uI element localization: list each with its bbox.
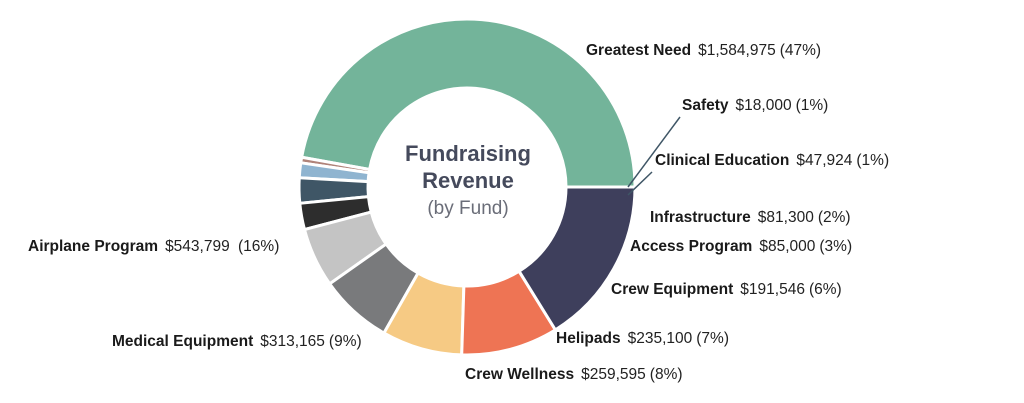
donut-slices bbox=[297, 17, 637, 357]
label-percent: (47%) bbox=[779, 42, 822, 59]
label-percent: (9%) bbox=[328, 333, 362, 350]
label-name: Medical Equipment bbox=[112, 333, 254, 350]
label-medical-equipment: Medical Equipment $313,165 (9%) bbox=[112, 333, 362, 351]
label-crew-wellness: Crew Wellness $259,595 (8%) bbox=[465, 366, 683, 384]
label-percent: (1%) bbox=[795, 97, 829, 114]
label-value: $191,546 bbox=[740, 281, 805, 298]
label-airplane-program: Airplane Program $543,799 (16%) bbox=[28, 238, 279, 256]
label-access-program: Access Program $85,000 (3%) bbox=[630, 238, 852, 256]
slice-airplane-program bbox=[517, 185, 637, 332]
label-name: Access Program bbox=[630, 238, 753, 255]
label-value: $259,595 bbox=[581, 366, 646, 383]
label-clinical-education: Clinical Education $47,924 (1%) bbox=[655, 152, 889, 170]
label-name: Airplane Program bbox=[28, 238, 159, 255]
label-safety: Safety $18,000 (1%) bbox=[682, 97, 828, 115]
label-percent: (8%) bbox=[649, 366, 683, 383]
label-percent: (2%) bbox=[817, 209, 851, 226]
label-value: $47,924 bbox=[796, 152, 853, 169]
leader-line-safety bbox=[627, 116, 681, 188]
label-infrastructure: Infrastructure $81,300 (2%) bbox=[650, 209, 851, 227]
chart-subtitle: (by Fund) bbox=[427, 198, 509, 219]
label-value: $235,100 bbox=[627, 330, 693, 347]
label-name: Crew Equipment bbox=[611, 281, 734, 298]
label-value: $81,300 bbox=[757, 209, 814, 226]
chart-title-line2: Revenue bbox=[422, 168, 514, 193]
label-value: $1,584,975 bbox=[698, 42, 776, 59]
label-percent: (7%) bbox=[696, 330, 729, 347]
label-helipads: Helipads $235,100 (7%) bbox=[556, 330, 729, 348]
label-value: $85,000 bbox=[759, 238, 816, 255]
leader-line-clinical-education bbox=[627, 171, 653, 196]
label-name: Crew Wellness bbox=[465, 366, 575, 383]
slice-greatest-need bbox=[299, 17, 637, 189]
label-percent: (1%) bbox=[856, 152, 890, 169]
label-percent: (6%) bbox=[808, 281, 842, 298]
label-name: Greatest Need bbox=[586, 42, 692, 59]
label-value: $313,165 bbox=[260, 333, 325, 350]
label-name: Safety bbox=[682, 97, 729, 114]
label-greatest-need: Greatest Need $1,584,975 (47%) bbox=[586, 42, 821, 60]
label-value: $543,799 bbox=[165, 238, 230, 255]
label-percent: (3%) bbox=[819, 238, 853, 255]
label-percent: (16%) bbox=[233, 238, 280, 255]
chart-title-line1: Fundraising bbox=[405, 141, 531, 166]
label-name: Infrastructure bbox=[650, 209, 751, 226]
label-value: $18,000 bbox=[735, 97, 792, 114]
label-crew-equipment: Crew Equipment $191,546 (6%) bbox=[611, 281, 842, 299]
chart-center-title: Fundraising Revenue (by Fund) bbox=[368, 140, 568, 224]
label-name: Clinical Education bbox=[655, 152, 790, 169]
label-name: Helipads bbox=[556, 330, 621, 347]
